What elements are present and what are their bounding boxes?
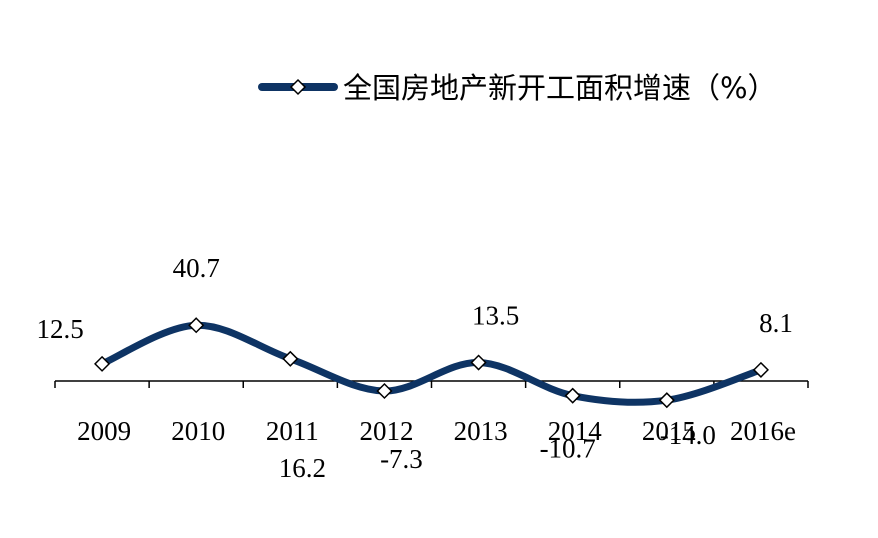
x-tick-label: 2010 (171, 416, 225, 446)
x-tick-label: 2009 (77, 416, 131, 446)
data-label: 16.2 (279, 453, 326, 483)
data-label: 13.5 (472, 301, 519, 331)
data-point-marker (470, 354, 487, 371)
x-tick-label: 2014 (548, 416, 603, 446)
x-axis (54, 380, 809, 388)
data-point-marker (658, 392, 675, 409)
x-tick-label: 2012 (359, 416, 413, 446)
data-label: -10.7 (540, 434, 596, 464)
data-point-marker (94, 355, 111, 372)
data-point-marker (188, 317, 205, 334)
data-label: 12.5 (36, 314, 83, 344)
data-point-marker (282, 350, 299, 367)
data-label: -7.3 (380, 444, 423, 474)
legend-marker-swatch (289, 78, 307, 96)
series-line (98, 321, 765, 406)
x-tick-label: 2015 (642, 416, 696, 446)
series-marker-layer (94, 317, 769, 409)
tick-label-layer: 2009 2010 2011 2012 2013 2014 2015 2016e (77, 416, 796, 446)
data-label-layer: 12.5 40.7 16.2 -7.3 13.5 -10.7 -14.0 8.1 (36, 253, 792, 483)
data-label: 40.7 (173, 253, 220, 283)
x-tick-label: 2013 (454, 416, 508, 446)
series-line-layer (98, 321, 765, 406)
x-tick-label: 2011 (266, 416, 319, 446)
data-point-marker (752, 361, 769, 378)
data-point-marker (564, 387, 581, 404)
data-point-marker (376, 382, 393, 400)
data-label: 8.1 (759, 308, 793, 338)
legend: 全国房地产新开工面积增速（%） (258, 71, 777, 105)
data-label: -14.0 (660, 420, 716, 450)
legend-label: 全国房地产新开工面积增速（%） (343, 71, 777, 105)
x-tick-label: 2016e (730, 416, 796, 446)
